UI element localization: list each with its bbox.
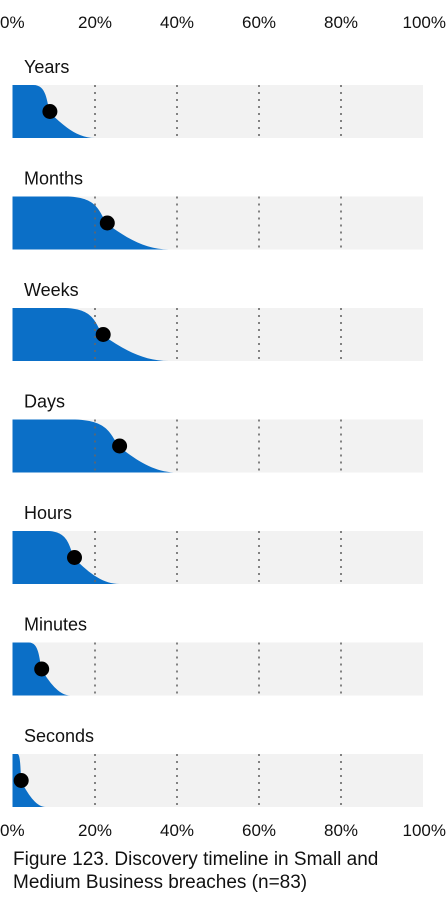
bottom-axis: 0% 20% 40% 60% 80% 100% — [0, 821, 446, 840]
row-label: Hours — [24, 503, 72, 523]
top-axis: 0% 20% 40% 60% 80% 100% — [0, 13, 446, 32]
row-hours: Hours — [12, 503, 423, 584]
bottom-axis-tick-label: 80% — [324, 821, 358, 840]
row-years: Years — [12, 57, 423, 138]
row-track — [13, 754, 423, 807]
row-label: Weeks — [24, 280, 79, 300]
bottom-axis-tick-label: 0% — [0, 821, 25, 840]
value-dot — [42, 104, 58, 119]
value-dot — [13, 773, 29, 788]
row-area — [13, 419, 177, 473]
row-label: Seconds — [24, 726, 94, 746]
chart-rows: Years Months Weeks Days Hours Minutes Seconds — [12, 57, 423, 807]
bottom-axis-tick-label: 40% — [160, 821, 194, 840]
row-area — [13, 642, 71, 696]
bottom-axis-tick-label: 20% — [78, 821, 112, 840]
value-dot — [112, 438, 128, 454]
row-months: Months — [12, 169, 423, 250]
top-axis-tick-label: 40% — [160, 13, 194, 32]
top-axis-tick-label: 60% — [242, 13, 276, 32]
row-weeks: Weeks — [12, 280, 423, 361]
row-minutes: Minutes — [12, 615, 423, 696]
row-seconds: Seconds — [12, 726, 423, 807]
row-label: Minutes — [24, 615, 87, 635]
figure-caption: Figure 123. Discovery timeline in Small … — [13, 849, 379, 893]
bottom-axis-tick-label: 60% — [242, 821, 276, 840]
row-track — [13, 85, 423, 138]
top-axis-tick-label: 80% — [324, 13, 358, 32]
row-label: Years — [24, 57, 69, 77]
value-dot — [95, 327, 111, 342]
value-dot — [34, 661, 50, 677]
row-area — [13, 85, 95, 138]
row-area — [13, 531, 120, 584]
row-area — [13, 196, 169, 250]
row-track — [13, 642, 423, 696]
value-dot — [67, 550, 82, 565]
row-days: Days — [12, 392, 423, 473]
row-area — [13, 308, 169, 361]
row-label: Days — [24, 392, 65, 412]
bottom-axis-tick-label: 100% — [403, 821, 446, 840]
top-axis-tick-label: 20% — [78, 13, 112, 32]
top-axis-tick-label: 0% — [0, 13, 25, 32]
value-dot — [99, 215, 115, 231]
top-axis-tick-label: 100% — [403, 13, 446, 32]
row-label: Months — [24, 169, 83, 189]
row-area — [13, 754, 46, 807]
